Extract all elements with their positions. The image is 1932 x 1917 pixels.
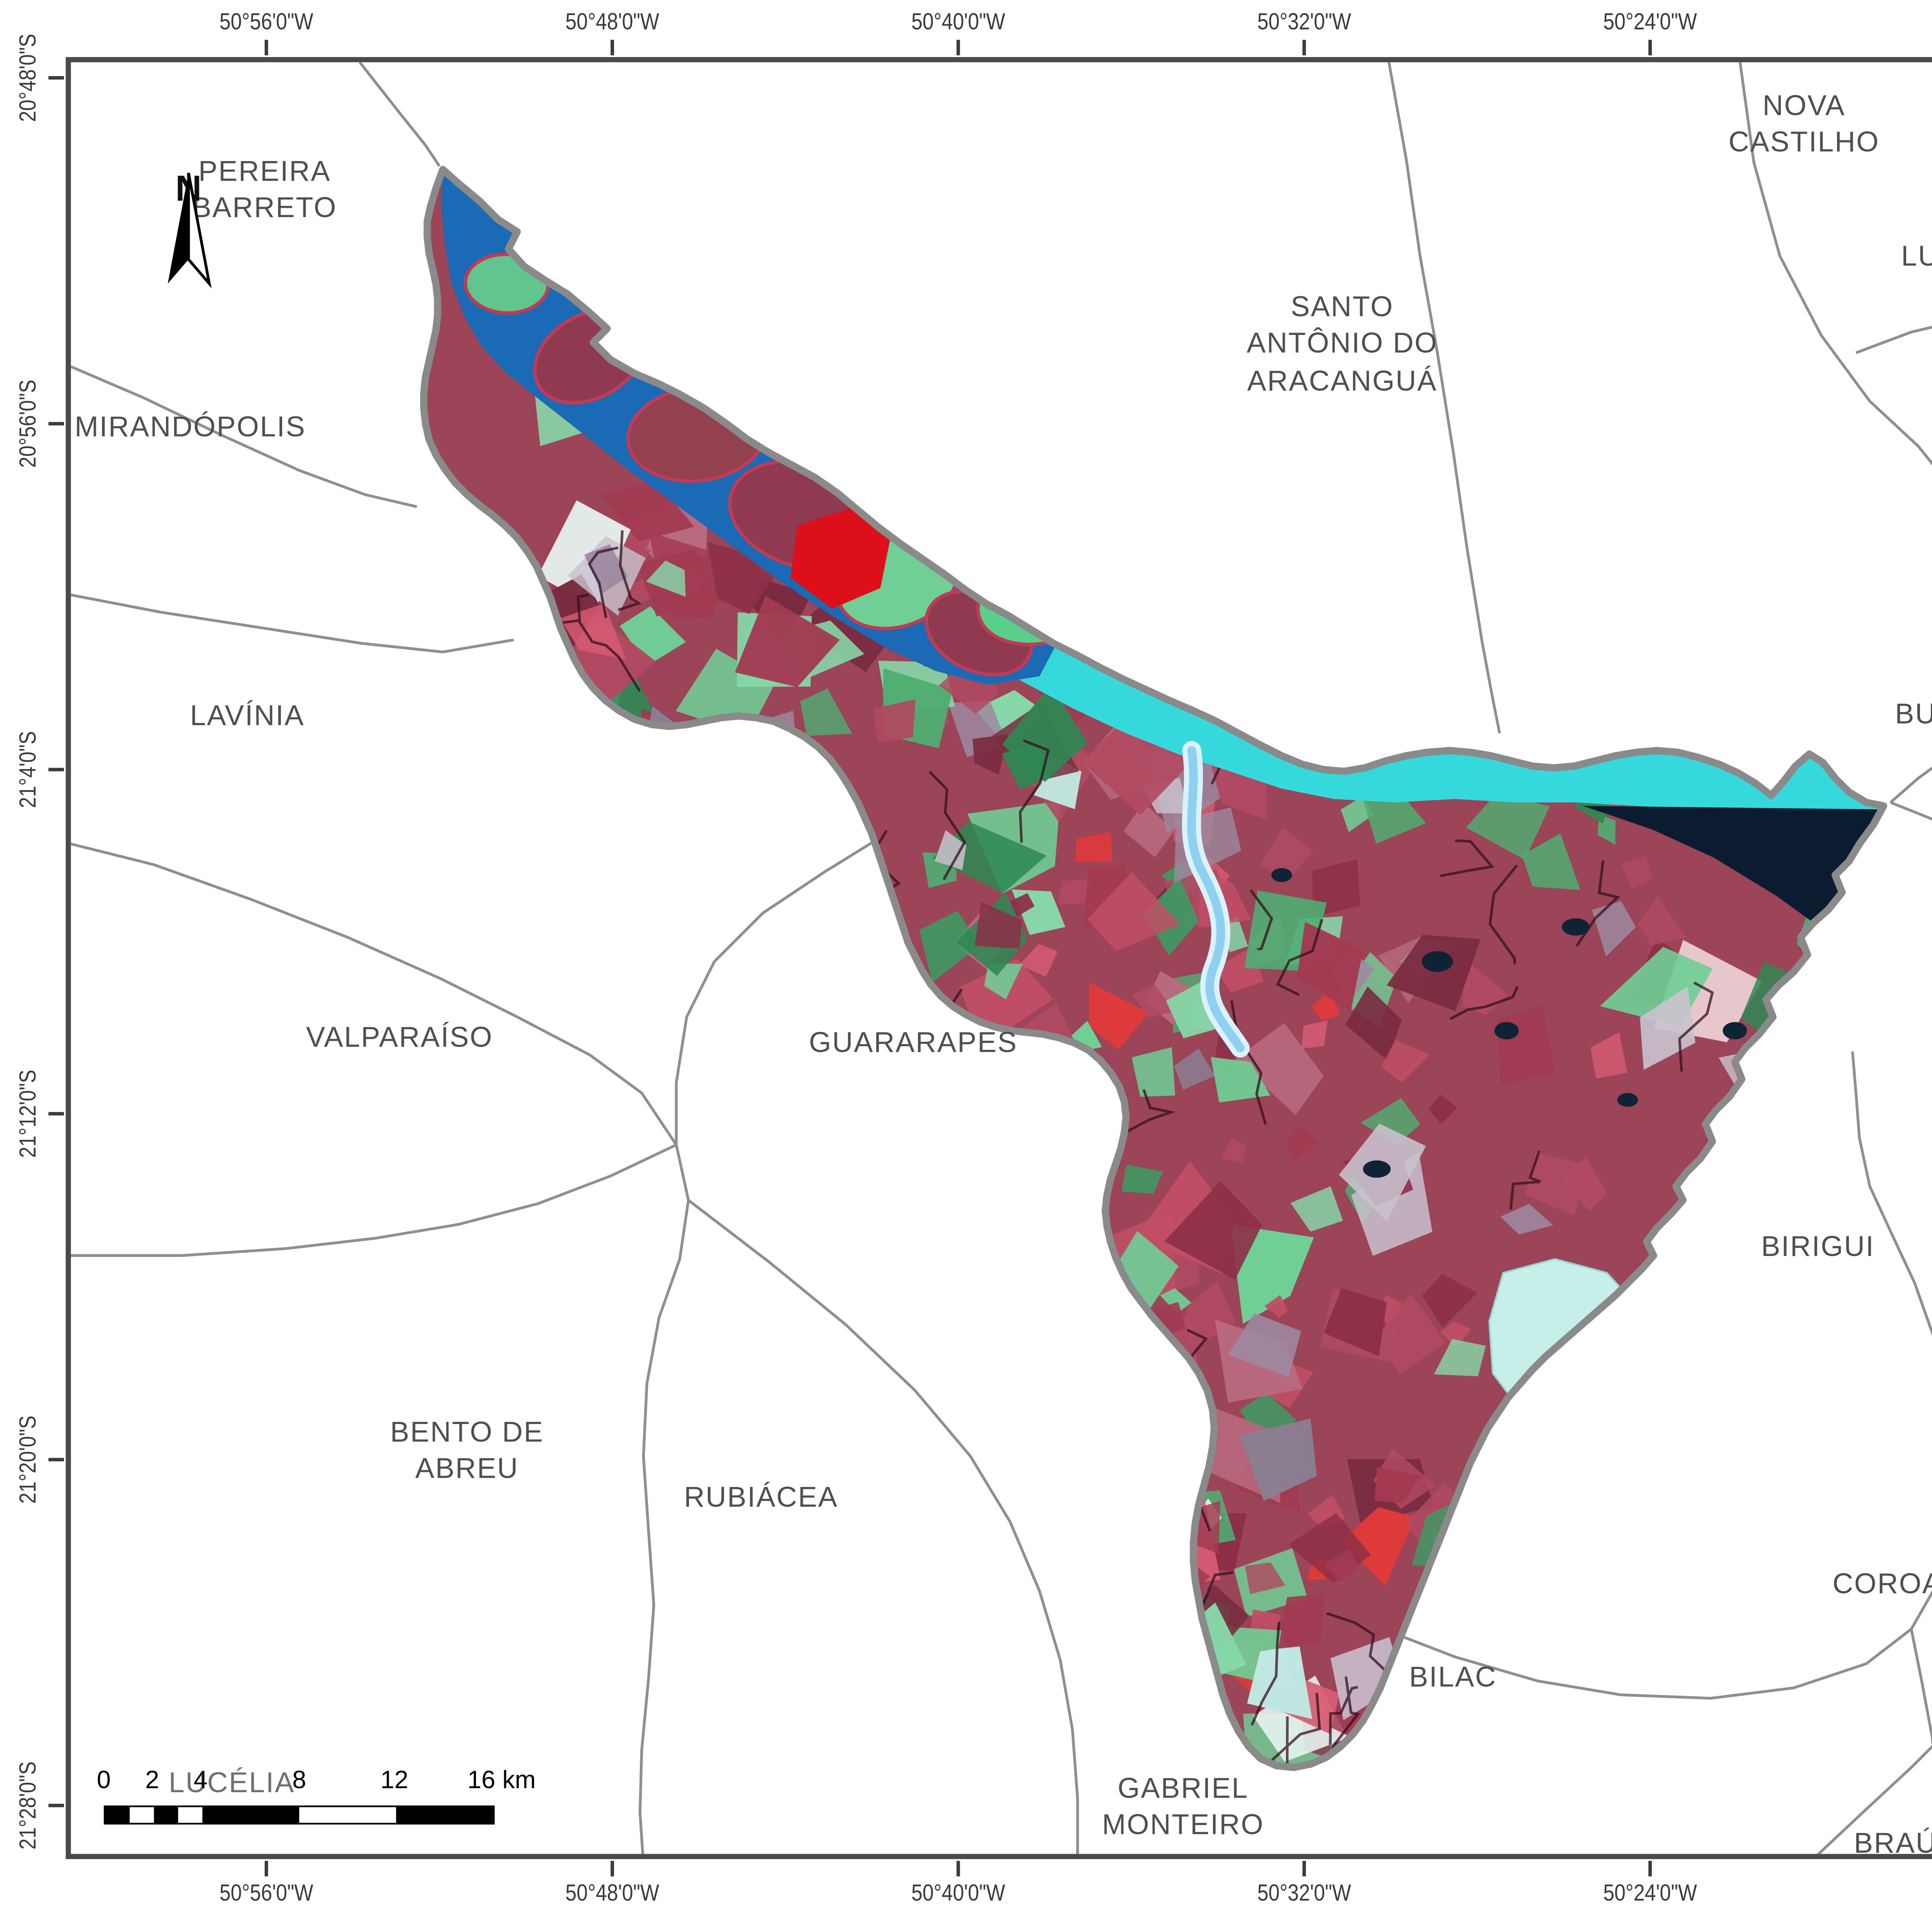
neighbor-label-valparaiso: VALPARAÍSO xyxy=(306,1022,493,1054)
municipal-boundary-lines xyxy=(71,62,1932,1854)
latitude-tick-left xyxy=(48,1803,64,1807)
scale-label-4: 4 xyxy=(194,1767,208,1795)
limite-municipal-outline xyxy=(420,166,1888,1771)
scale-label-0: 0 xyxy=(97,1767,111,1795)
longitude-tick-bottom xyxy=(1648,1861,1652,1876)
latitude-label-left: 20°56'0"S xyxy=(15,379,41,468)
scale-label-16km: 16 km xyxy=(467,1767,536,1795)
longitude-label-top: 50°56'0"W xyxy=(219,8,313,35)
scale-label-2: 2 xyxy=(145,1767,160,1795)
latitude-label-left: 21°12'0"S xyxy=(15,1069,41,1158)
latitude-tick-left xyxy=(48,422,64,426)
latitude-label-left: 21°20'0"S xyxy=(15,1415,41,1504)
map-canvas xyxy=(71,62,1932,1854)
latitude-label-left: 20°48'0"S xyxy=(15,34,41,122)
north-arrow: N xyxy=(161,170,216,289)
scale-bar-segments xyxy=(104,1805,495,1825)
latitude-label-left: 21°4'0"S xyxy=(15,731,41,808)
neighbor-label-rubiacea: RUBIÁCEA xyxy=(684,1482,838,1514)
longitude-label-top: 50°48'0"W xyxy=(565,8,660,35)
neighbor-label-nova-castilho: NOVA CASTILHO xyxy=(1728,91,1880,159)
longitude-tick-top xyxy=(264,39,268,56)
longitude-label-top: 50°40'0"W xyxy=(911,8,1005,35)
longitude-label-bottom: 50°24'0"W xyxy=(1603,1880,1697,1906)
longitude-tick-bottom xyxy=(611,1861,614,1876)
longitude-tick-top xyxy=(611,39,614,56)
river-channel-inner xyxy=(1187,746,1245,1052)
longitude-tick-bottom xyxy=(264,1861,268,1876)
map-frame: PEREIRA BARRETO MIRANDÓPOLIS LAVÍNIA VALPAR… xyxy=(66,57,1932,1859)
latitude-tick-left xyxy=(48,1458,64,1462)
river-water-cyan xyxy=(840,470,1884,862)
neighbor-label-mirandopolis: MIRANDÓPOLIS xyxy=(75,412,306,444)
neighbor-label-brauna: BRAÚNA xyxy=(1854,1828,1932,1859)
rapideye-mosaic-imagery xyxy=(423,169,1884,1767)
neighbor-label-buritama: BURITAMA xyxy=(1895,699,1932,731)
longitude-tick-bottom xyxy=(956,1861,960,1876)
longitude-tick-bottom xyxy=(1302,1861,1306,1876)
neighbor-label-bilac: BILAC xyxy=(1409,1662,1497,1694)
longitude-label-top: 50°24'0"W xyxy=(1603,8,1697,35)
scale-label-12: 12 xyxy=(380,1767,408,1795)
longitude-tick-top xyxy=(1648,39,1652,56)
small-lakes xyxy=(1271,868,1747,1178)
neighbor-label-bento-de-abreu: BENTO DE ABREU xyxy=(390,1417,544,1486)
neighbor-label-birigui: BIRIGUI xyxy=(1761,1232,1875,1263)
neighbor-label-guararapes: GUARARAPES xyxy=(809,1028,1018,1059)
neighbor-label-lucelia: LUCÉLIA xyxy=(168,1768,295,1799)
neighbor-label-pereira-barreto: PEREIRA BARRETO xyxy=(192,156,337,225)
neighbor-label-nova-luzitania: NOVA LUZITÂNIA xyxy=(1901,242,1932,274)
longitude-label-top: 50°32'0"W xyxy=(1257,8,1351,35)
latitude-tick-left xyxy=(48,768,64,772)
longitude-label-bottom: 50°32'0"W xyxy=(1257,1880,1351,1906)
latitude-tick-left xyxy=(48,1112,64,1116)
neighbor-label-lavinia: LAVÍNIA xyxy=(190,701,305,732)
bright-red-field xyxy=(790,508,891,609)
dark-mosaic-strip xyxy=(1582,806,1880,924)
neighbor-label-coroados: COROADOS xyxy=(1832,1569,1932,1600)
longitude-label-bottom: 50°40'0"W xyxy=(911,1880,1005,1906)
longitude-tick-top xyxy=(956,39,960,56)
latitude-tick-left xyxy=(48,76,64,80)
longitude-tick-top xyxy=(1302,39,1306,56)
latitude-label-left: 21°28'0"S xyxy=(15,1761,41,1850)
neighbor-label-santo-antonio-do-aracangua: SANTO ANTÔNIO DO ARACANGUÁ xyxy=(1247,292,1438,398)
scale-label-8: 8 xyxy=(292,1767,306,1795)
north-arrow-icon xyxy=(168,172,212,289)
longitude-label-bottom: 50°48'0"W xyxy=(565,1880,660,1906)
neighbor-label-gabriel-monteiro: GABRIEL MONTEIRO xyxy=(1102,1773,1264,1842)
longitude-label-bottom: 50°56'0"W xyxy=(219,1880,313,1906)
